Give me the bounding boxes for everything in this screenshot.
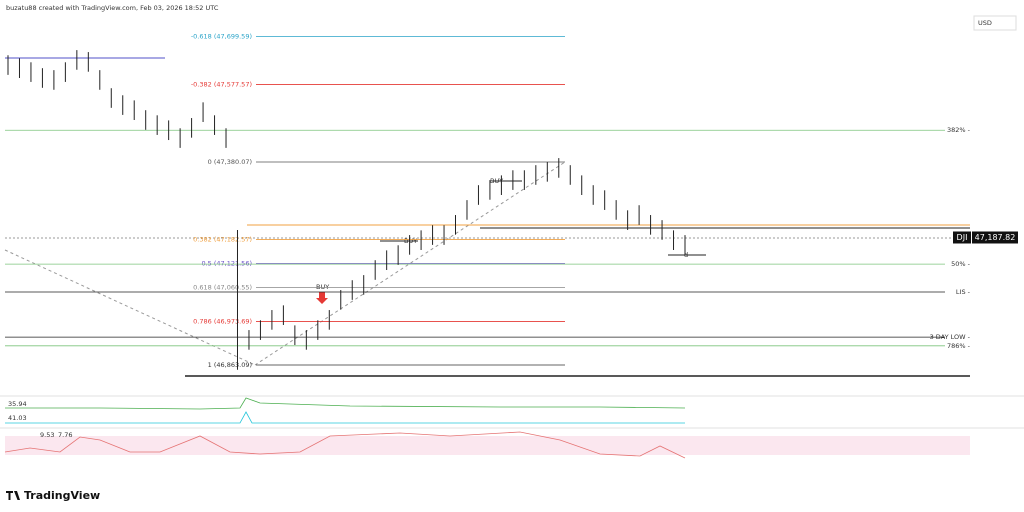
symbol-box [953, 231, 971, 244]
fib-label: -0.382 (47,577.57) [191, 80, 252, 88]
currency: USD [978, 19, 992, 27]
fib-label: 0 (47,380.07) [208, 158, 252, 166]
level-label: 50% - [951, 260, 971, 268]
indicator-value: 41.03 [8, 414, 27, 422]
sell-arrow [316, 292, 328, 304]
indicator-line [5, 397, 686, 410]
price-box [972, 231, 1018, 244]
stoch-band [5, 436, 970, 455]
currency-box [973, 15, 1017, 31]
logo-mark [6, 491, 20, 500]
level-label: 786% - [947, 342, 971, 350]
level-label: LIS - [956, 288, 971, 296]
indicator-value: 35.94 [8, 400, 27, 408]
buy-label: BUY [316, 283, 329, 291]
level-label: 3 DAY LOW - [930, 333, 971, 341]
level-label: 382% - [947, 126, 971, 134]
indicator-value: 9.53 [40, 431, 54, 439]
buy-label: BUY [404, 237, 417, 245]
indicator-line [5, 411, 685, 424]
marker-label: d [684, 251, 688, 259]
last-price: 47,187.82 [975, 233, 1016, 242]
fib-label: 0.5 (47,121.56) [201, 260, 252, 268]
fib-label: 0.786 (46,973.69) [193, 318, 252, 326]
indicator-value: 7.76 [58, 431, 72, 439]
fib-label: 0.382 (47,182.57) [193, 236, 252, 244]
buy-label: BUY [490, 177, 503, 185]
fib-label: 1 (46,863.09) [208, 361, 252, 369]
fib-label: -0.618 (47,699.59) [191, 33, 252, 41]
symbol: DJI [957, 233, 968, 242]
credit: buzatu88 created with TradingView.com, F… [6, 4, 219, 12]
fib-label: 0.618 (47,060.55) [193, 283, 252, 291]
indicator-line [4, 431, 686, 459]
logo-text: TradingView [24, 489, 100, 502]
